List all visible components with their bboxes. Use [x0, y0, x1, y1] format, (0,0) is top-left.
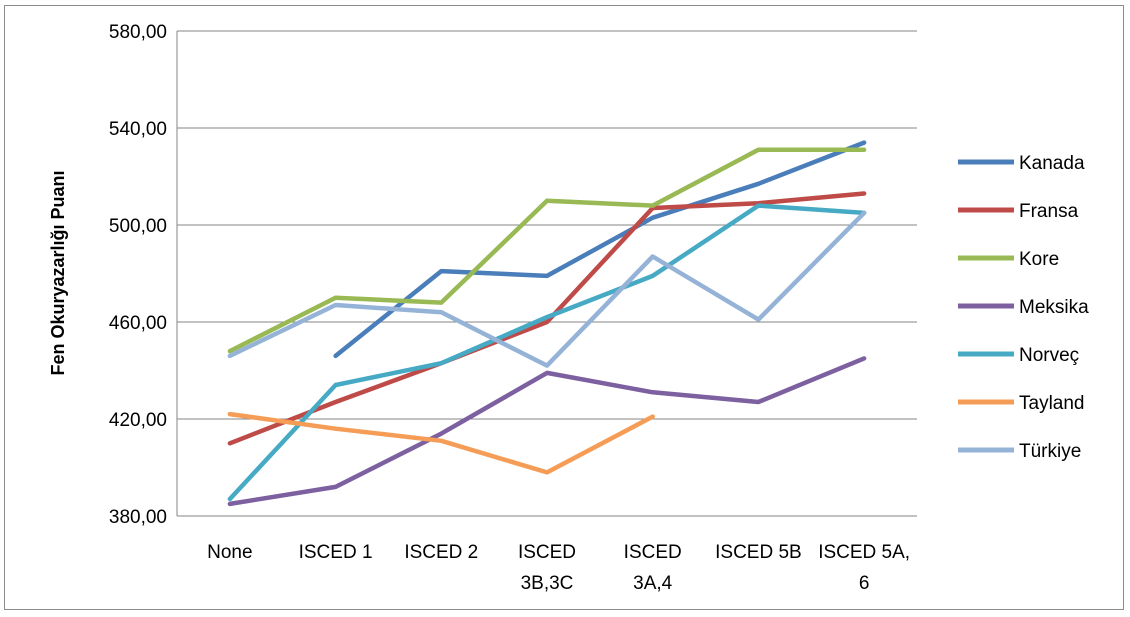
legend-item: Meksika	[958, 297, 1089, 318]
series-line-türkiye	[227, 210, 867, 368]
series-line-kanada	[333, 140, 867, 359]
x-tick-label: ISCED 2	[404, 542, 478, 563]
legend-label: Meksika	[1019, 297, 1089, 318]
y-axis-label: Fen Okuryazarlığı Puanı	[48, 170, 68, 375]
series-line-fransa	[227, 191, 867, 446]
x-tick-label: None	[207, 542, 252, 563]
x-tick-label: ISCED 1	[299, 542, 373, 563]
series-lines	[227, 140, 867, 507]
x-tick-label-line: ISCED 1	[299, 542, 373, 563]
legend-item: Kore	[958, 249, 1059, 270]
x-tick-label-line: 3B,3C	[521, 573, 574, 594]
x-tick-label: ISCED 3A,4	[624, 542, 682, 594]
x-tick-label: ISCED 3B,3C	[518, 542, 576, 594]
legend-item: Tayland	[958, 393, 1085, 414]
y-tick-label: 500,00	[109, 216, 167, 237]
series-line-meksika	[227, 356, 867, 507]
x-tick-label: ISCED 5A, 6	[818, 542, 910, 594]
y-tick-label: 460,00	[109, 313, 167, 334]
x-tick-label-line: None	[207, 542, 252, 563]
series-line-kore	[227, 147, 867, 354]
x-tick-label-line: ISCED 2	[404, 542, 478, 563]
x-tick-label-line: 6	[859, 573, 870, 594]
legend-item: Fransa	[958, 201, 1079, 222]
legend-label: Tayland	[1019, 393, 1085, 414]
x-tick-label-line: 3A,4	[633, 573, 673, 594]
x-tick-label-line: ISCED 5A,	[818, 542, 910, 563]
legend-label: Kanada	[1019, 153, 1085, 174]
legend-label: Norveç	[1019, 345, 1079, 366]
legend-label: Fransa	[1019, 201, 1079, 222]
x-tick-label-line: ISCED 5B	[715, 542, 802, 563]
x-tick-label-line: ISCED	[518, 542, 576, 563]
y-axis-ticks: 380,00 420,00 460,00 500,00 540,00 580,00	[109, 22, 167, 528]
plot-area	[176, 31, 917, 517]
chart-frame	[4, 5, 1124, 610]
series-line-norveç	[227, 203, 867, 502]
series-line-tayland	[227, 411, 655, 475]
legend-item: Norveç	[958, 345, 1079, 366]
legend-item: Türkiye	[958, 441, 1081, 462]
legend-label: Kore	[1019, 249, 1059, 270]
gridlines	[177, 30, 917, 420]
x-tick-label-line: ISCED	[624, 542, 682, 563]
x-tick-label: ISCED 5B	[715, 542, 802, 563]
legend-item: Kanada	[958, 153, 1085, 174]
legend-label: Türkiye	[1019, 441, 1081, 462]
y-tick-label: 580,00	[109, 22, 167, 43]
y-tick-label: 420,00	[109, 410, 167, 431]
y-tick-label: 380,00	[109, 507, 167, 528]
legend: Kanada Fransa Kore Meksika Norveç Tayland Türk…	[958, 153, 1089, 462]
y-tick-label: 540,00	[109, 119, 167, 140]
